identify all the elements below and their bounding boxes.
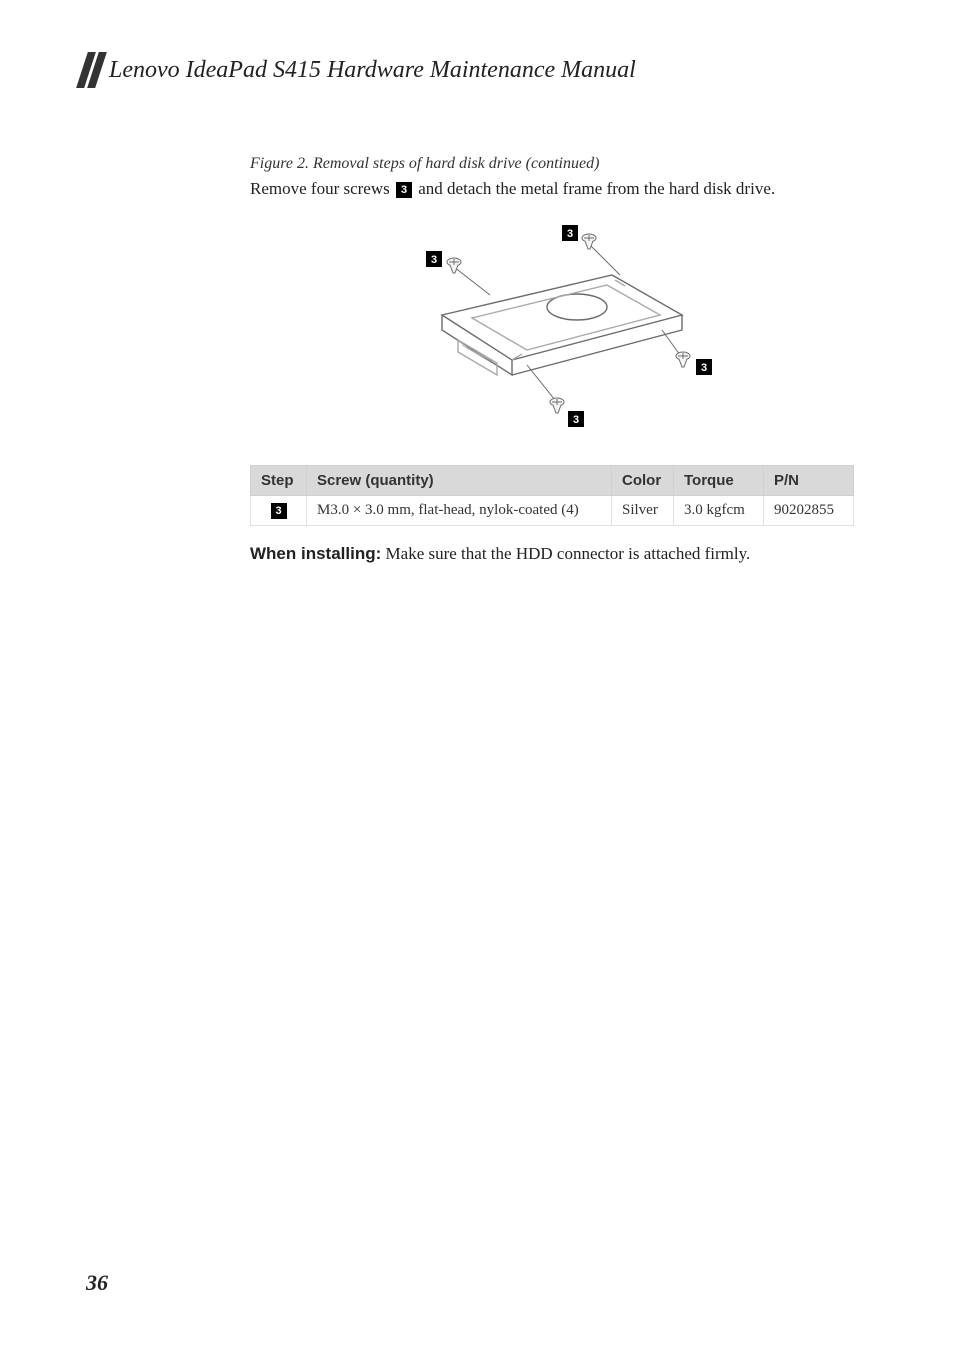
page-header: Lenovo IdeaPad S415 Hardware Maintenance… xyxy=(82,52,872,88)
table-row: 3 M3.0 × 3.0 mm, flat-head, nylok-coated… xyxy=(251,496,854,526)
logo-stripes-icon xyxy=(76,52,107,88)
callout-label: 3 xyxy=(431,254,437,266)
page-number: 36 xyxy=(86,1270,108,1296)
screw-icon xyxy=(447,258,490,295)
install-note: When installing: Make sure that the HDD … xyxy=(250,544,854,564)
instruction-text: Remove four screws 3 and detach the meta… xyxy=(250,179,854,199)
install-note-text: Make sure that the HDD connector is atta… xyxy=(381,544,750,563)
table-header-row: Step Screw (quantity) Color Torque P/N xyxy=(251,466,854,496)
manual-title: Lenovo IdeaPad S415 Hardware Maintenance… xyxy=(109,57,636,84)
cell-screw: M3.0 × 3.0 mm, flat-head, nylok-coated (… xyxy=(307,496,612,526)
hdd-diagram: 3 3 3 3 xyxy=(362,215,742,445)
screw-icon xyxy=(662,330,690,367)
cell-torque: 3.0 kgfcm xyxy=(674,496,764,526)
instruction-pre: Remove four screws xyxy=(250,179,394,198)
cell-pn: 90202855 xyxy=(764,496,854,526)
screw-icon xyxy=(582,234,620,275)
cell-color: Silver xyxy=(612,496,674,526)
col-torque: Torque xyxy=(674,466,764,496)
instruction-post: and detach the metal frame from the hard… xyxy=(414,179,775,198)
callout-label: 3 xyxy=(573,414,579,426)
step-badge-cell: 3 xyxy=(271,503,287,519)
screw-table: Step Screw (quantity) Color Torque P/N 3… xyxy=(250,465,854,526)
step-badge-inline: 3 xyxy=(396,182,412,198)
col-screw: Screw (quantity) xyxy=(307,466,612,496)
col-pn: P/N xyxy=(764,466,854,496)
screw-icon xyxy=(527,365,564,413)
col-color: Color xyxy=(612,466,674,496)
callout-label: 3 xyxy=(567,228,573,240)
callout-label: 3 xyxy=(701,362,707,374)
col-step: Step xyxy=(251,466,307,496)
figure-caption: Figure 2. Removal steps of hard disk dri… xyxy=(250,155,854,173)
cell-step: 3 xyxy=(251,496,307,526)
page-content: Figure 2. Removal steps of hard disk dri… xyxy=(250,155,854,564)
install-note-bold: When installing: xyxy=(250,544,381,563)
